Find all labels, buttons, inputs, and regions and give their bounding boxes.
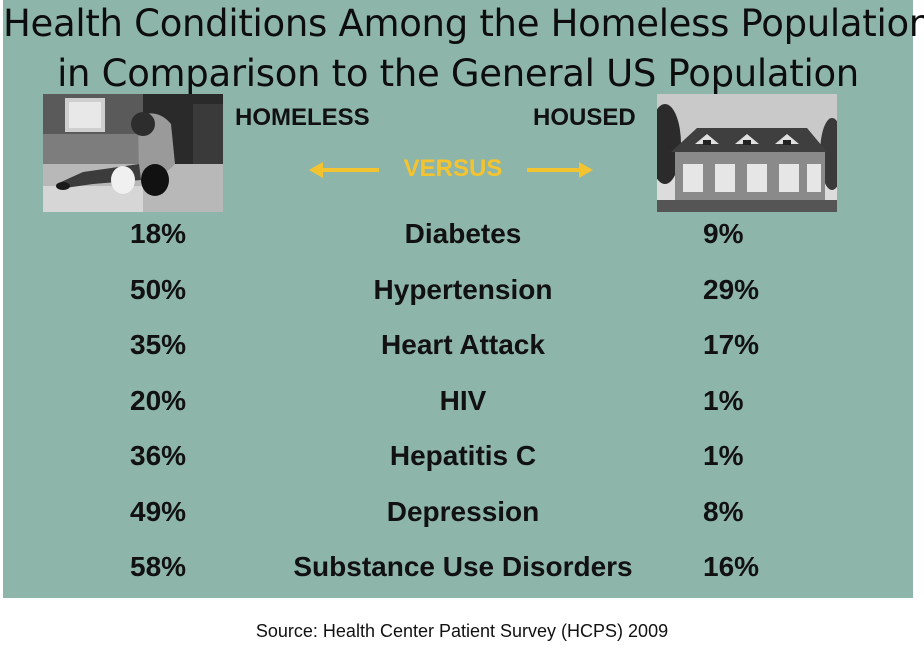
versus-label: VERSUS <box>403 155 503 182</box>
left-arrow-icon <box>309 162 379 178</box>
slide-panel: Health Conditions Among the Homeless Pop… <box>3 0 924 598</box>
condition-label: Substance Use Disorders <box>293 551 633 582</box>
title-line-1: Health Conditions Among the Homeless Pop… <box>3 2 924 45</box>
homeless-person-photo <box>43 94 223 212</box>
housed-value: 1% <box>703 384 744 416</box>
versus-indicator: VERSUS <box>303 150 603 190</box>
housed-value: 16% <box>703 551 760 582</box>
table-row: 50% Hypertension 29% <box>3 274 913 314</box>
right-arrow-icon <box>527 162 593 178</box>
homeless-value: 35% <box>130 329 187 360</box>
housed-value: 17% <box>703 329 760 360</box>
housed-value: 1% <box>703 440 744 471</box>
table-row: 18% Diabetes 9% <box>3 218 913 258</box>
homeless-value: 20% <box>130 384 187 416</box>
homeless-value: 50% <box>130 273 187 305</box>
source-note: Source: Health Center Patient Survey (HC… <box>255 621 669 641</box>
homeless-column-header: HOMELESS <box>235 104 370 131</box>
housed-value: 29% <box>703 273 760 305</box>
condition-label: Depression <box>386 495 540 527</box>
homeless-value: 18% <box>130 218 187 249</box>
housed-column-header: HOUSED <box>533 104 636 131</box>
table-row: 58% Substance Use Disorders 16% <box>3 551 913 591</box>
table-row: 36% Hepatitis C 1% <box>3 440 913 480</box>
homeless-value: 36% <box>130 440 187 471</box>
housed-value: 8% <box>703 495 744 527</box>
house-photo <box>657 94 837 212</box>
housed-value: 9% <box>703 218 744 249</box>
title-line-2: in Comparison to the General US Populati… <box>57 52 859 95</box>
table-row: 20% HIV 1% <box>3 385 913 425</box>
table-row: 49% Depression 8% <box>3 496 913 536</box>
homeless-value: 58% <box>130 551 187 582</box>
condition-label: Heart Attack <box>381 329 545 360</box>
table-row: 35% Heart Attack 17% <box>3 329 913 369</box>
homeless-value: 49% <box>130 495 187 527</box>
condition-label: HIV <box>439 384 487 416</box>
condition-label: Hypertension <box>373 273 553 305</box>
condition-label: Hepatitis C <box>389 440 537 471</box>
condition-label: Diabetes <box>404 218 522 249</box>
